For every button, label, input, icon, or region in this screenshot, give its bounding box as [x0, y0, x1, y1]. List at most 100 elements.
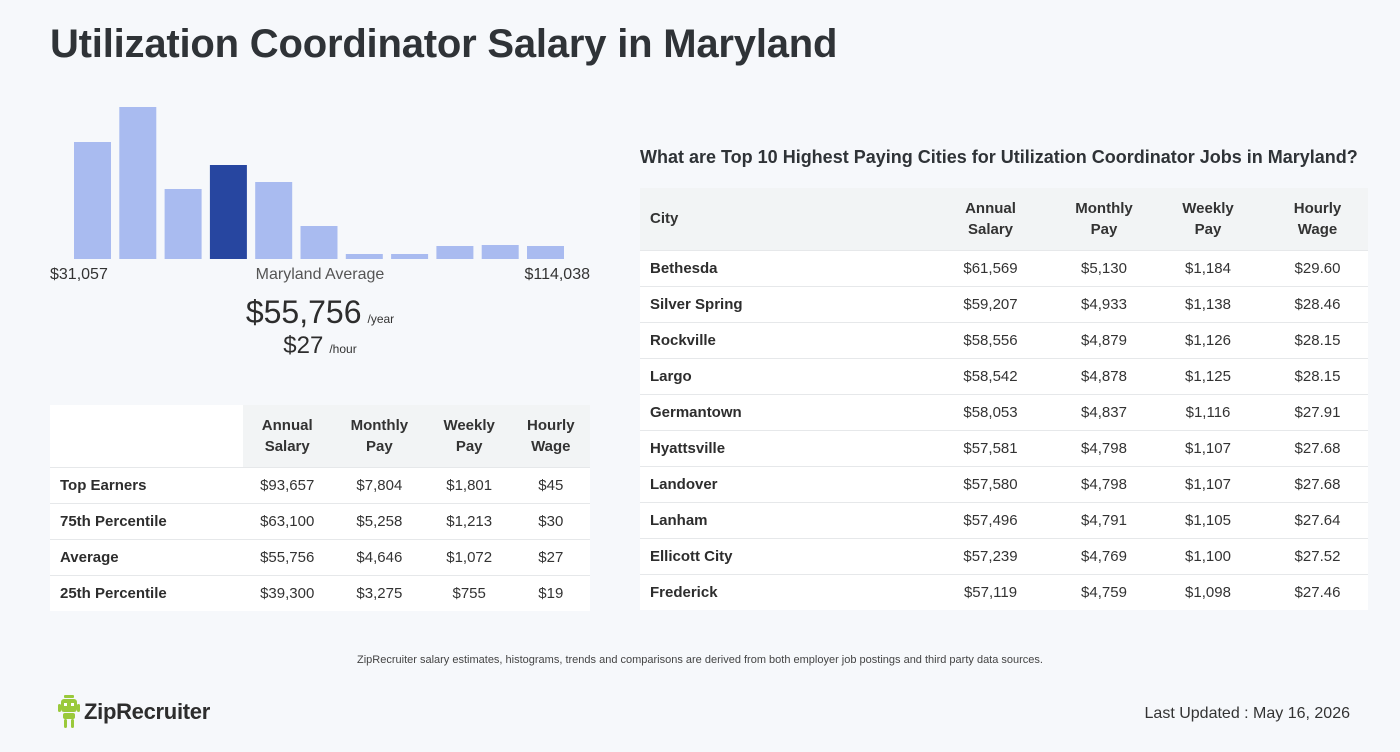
- histogram-bar: [255, 182, 293, 259]
- city-name-cell: Lanham: [640, 501, 922, 538]
- percentile-header-weekly: Weekly Pay: [426, 405, 512, 467]
- city-monthly-cell: $4,798: [1059, 429, 1149, 466]
- percentile-hourly-cell: $19: [511, 574, 590, 611]
- city-monthly-cell: $4,769: [1059, 537, 1149, 574]
- city-annual-cell: $57,119: [922, 573, 1059, 610]
- city-hourly-cell: $29.60: [1267, 249, 1368, 286]
- city-weekly-cell: $1,184: [1149, 249, 1267, 286]
- city-row: Lanham $57,496 $4,791 $1,105 $27.64: [640, 501, 1368, 538]
- percentile-weekly-cell: $1,072: [426, 538, 512, 575]
- histogram-bar-average: [209, 165, 247, 259]
- city-annual-cell: $57,581: [922, 429, 1059, 466]
- percentile-annual-cell: $63,100: [242, 502, 332, 539]
- histogram-min-label: $31,057: [50, 266, 108, 283]
- city-name-cell: Frederick: [640, 573, 922, 610]
- percentile-monthly-cell: $3,275: [331, 574, 427, 611]
- histogram-bar: [527, 246, 564, 259]
- average-yearly-value: $55,756: [245, 294, 362, 330]
- percentile-monthly-cell: $4,646: [331, 538, 427, 575]
- percentile-weekly-cell: $755: [426, 574, 512, 611]
- histogram-bar: [300, 226, 338, 259]
- city-section-title: What are Top 10 Highest Paying Cities fo…: [640, 147, 1358, 167]
- year-unit: /year: [367, 312, 395, 326]
- percentile-row-label: Top Earners: [50, 466, 243, 503]
- disclaimer-text: ZipRecruiter salary estimates, histogram…: [357, 654, 1043, 666]
- city-hourly-cell: $27.68: [1267, 429, 1368, 466]
- city-weekly-cell: $1,107: [1149, 465, 1267, 502]
- histogram-bar: [119, 107, 157, 259]
- city-weekly-cell: $1,100: [1149, 537, 1267, 574]
- city-hourly-cell: $28.15: [1267, 321, 1368, 358]
- city-header-hourly: Hourly Wage: [1267, 188, 1368, 250]
- city-header-weekly: Weekly Pay: [1149, 188, 1267, 250]
- ziprecruiter-logo[interactable]: ZipRecruiter: [58, 694, 210, 730]
- city-name-cell: Rockville: [640, 321, 922, 358]
- city-annual-cell: $58,542: [922, 357, 1059, 394]
- percentile-row-label: Average: [50, 538, 243, 575]
- city-annual-cell: $61,569: [922, 249, 1059, 286]
- histogram-bar: [481, 245, 519, 259]
- city-weekly-cell: $1,138: [1149, 285, 1267, 322]
- city-hourly-cell: $27.52: [1267, 537, 1368, 574]
- city-monthly-cell: $4,879: [1059, 321, 1149, 358]
- percentile-table: Annual Salary Monthly Pay Weekly Pay Hourly…: [50, 405, 590, 611]
- percentile-row: 75th Percentile $63,100 $5,258 $1,213 $30: [50, 502, 590, 539]
- hour-unit: /hour: [329, 342, 357, 356]
- logo-text: ZipRecruiter: [84, 699, 210, 724]
- city-row: Landover $57,580 $4,798 $1,107 $27.68: [640, 465, 1368, 502]
- percentile-hourly-cell: $30: [511, 502, 590, 539]
- city-header-city: City: [640, 188, 922, 250]
- percentile-table-body: Top Earners $93,657 $7,804 $1,801 $45 75th Pe…: [50, 466, 590, 611]
- histogram-bar: [391, 254, 429, 259]
- city-row: Rockville $58,556 $4,879 $1,126 $28.15: [640, 321, 1368, 358]
- city-row: Germantown $58,053 $4,837 $1,116 $27.91: [640, 393, 1368, 430]
- percentile-annual-cell: $93,657: [242, 466, 332, 503]
- city-name-cell: Bethesda: [640, 249, 922, 286]
- last-updated: Last Updated : May 16, 2026: [1144, 705, 1350, 722]
- histogram-bar: [345, 254, 383, 259]
- city-weekly-cell: $1,105: [1149, 501, 1267, 538]
- city-header-row: City Annual Salary Monthly Pay Weekly Pay H…: [640, 188, 1368, 250]
- percentile-hourly-cell: $27: [511, 538, 590, 575]
- page-title: Utilization Coordinator Salary in Maryla…: [50, 22, 838, 66]
- city-table: City Annual Salary Monthly Pay Weekly Pay H…: [640, 188, 1368, 610]
- city-hourly-cell: $27.68: [1267, 465, 1368, 502]
- city-weekly-cell: $1,107: [1149, 429, 1267, 466]
- percentile-header-row: Annual Salary Monthly Pay Weekly Pay Hourly…: [50, 405, 590, 467]
- city-name-cell: Hyattsville: [640, 429, 922, 466]
- percentile-annual-cell: $39,300: [242, 574, 332, 611]
- city-row: Largo $58,542 $4,878 $1,125 $28.15: [640, 357, 1368, 394]
- city-name-cell: Silver Spring: [640, 285, 922, 322]
- city-row: Hyattsville $57,581 $4,798 $1,107 $27.68: [640, 429, 1368, 466]
- average-hourly-value: $27: [283, 332, 324, 359]
- city-monthly-cell: $4,791: [1059, 501, 1149, 538]
- city-hourly-cell: $27.64: [1267, 501, 1368, 538]
- city-monthly-cell: $4,837: [1059, 393, 1149, 430]
- average-yearly: $55,756/year: [140, 294, 500, 331]
- city-hourly-cell: $28.15: [1267, 357, 1368, 394]
- percentile-header-blank: [50, 405, 243, 467]
- zip-mascot-icon: [58, 695, 80, 728]
- city-annual-cell: $59,207: [922, 285, 1059, 322]
- percentile-monthly-cell: $7,804: [331, 466, 427, 503]
- percentile-hourly-cell: $45: [511, 466, 590, 503]
- city-monthly-cell: $4,933: [1059, 285, 1149, 322]
- city-weekly-cell: $1,126: [1149, 321, 1267, 358]
- city-monthly-cell: $4,878: [1059, 357, 1149, 394]
- city-annual-cell: $58,556: [922, 321, 1059, 358]
- city-row: Silver Spring $59,207 $4,933 $1,138 $28.46: [640, 285, 1368, 322]
- city-row: Ellicott City $57,239 $4,769 $1,100 $27.52: [640, 537, 1368, 574]
- histogram-bar: [164, 189, 202, 259]
- percentile-header-annual: Annual Salary: [242, 405, 332, 467]
- percentile-row-label: 75th Percentile: [50, 502, 243, 539]
- percentile-header-monthly: Monthly Pay: [331, 405, 427, 467]
- city-weekly-cell: $1,116: [1149, 393, 1267, 430]
- histogram-average-label: Maryland Average: [255, 266, 385, 283]
- city-annual-cell: $58,053: [922, 393, 1059, 430]
- percentile-annual-cell: $55,756: [242, 538, 332, 575]
- percentile-header-hourly: Hourly Wage: [511, 405, 590, 467]
- city-header-annual: Annual Salary: [922, 188, 1059, 250]
- histogram-max-label: $114,038: [524, 266, 590, 283]
- city-name-cell: Germantown: [640, 393, 922, 430]
